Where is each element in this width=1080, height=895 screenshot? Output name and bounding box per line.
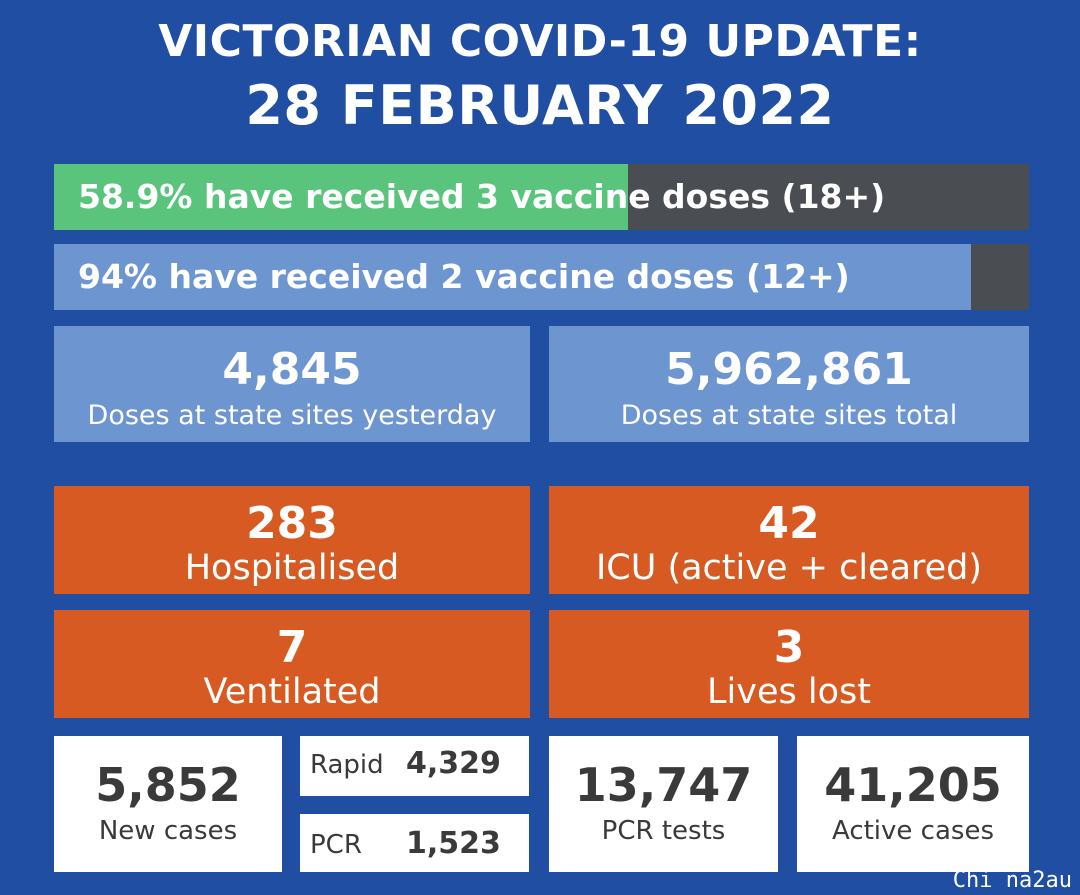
hospitalised-label: Hospitalised [184, 548, 400, 588]
two-dose-progress-bar: 94% have received 2 vaccine doses (12+) [54, 244, 1029, 310]
two-dose-progress-fill [54, 244, 971, 310]
new-cases-label: New cases [98, 816, 238, 846]
rapid-value: 4,329 [406, 746, 501, 781]
doses-total-card: 5,962,861 Doses at state sites total [549, 326, 1029, 442]
pcr-label: PCR [310, 830, 362, 860]
pcr-card: PCR 1,523 [300, 814, 529, 872]
lives-lost-label: Lives lost [707, 672, 871, 712]
doses-total-value: 5,962,861 [665, 344, 913, 395]
icu-label: ICU (active + cleared) [595, 548, 983, 588]
ventilated-label: Ventilated [203, 672, 381, 712]
rapid-label: Rapid [310, 750, 384, 780]
icu-value: 42 [758, 498, 820, 549]
watermark: Chi na2au [952, 868, 1072, 893]
hospitalised-value: 283 [246, 498, 338, 549]
active-cases-value: 41,205 [824, 758, 1002, 812]
title-line-1: VICTORIAN COVID-19 UPDATE: [158, 16, 922, 67]
pcr-tests-card: 13,747 PCR tests [549, 736, 778, 872]
title-date: 28 FEBRUARY 2022 [245, 74, 835, 137]
doses-yesterday-value: 4,845 [222, 344, 362, 395]
doses-yesterday-card: 4,845 Doses at state sites yesterday [54, 326, 530, 442]
ventilated-value: 7 [276, 622, 308, 673]
pcr-tests-label: PCR tests [601, 816, 726, 846]
rapid-card: Rapid 4,329 [300, 736, 529, 796]
active-cases-card: 41,205 Active cases [797, 736, 1029, 872]
pcr-value: 1,523 [406, 826, 501, 861]
doses-yesterday-label: Doses at state sites yesterday [87, 400, 497, 431]
lives-lost-value: 3 [773, 622, 805, 673]
new-cases-value: 5,852 [95, 758, 241, 812]
pcr-tests-value: 13,747 [574, 758, 753, 812]
hospitalised-card: 283 Hospitalised [54, 486, 530, 594]
three-dose-progress-bar: 58.9% have received 3 vaccine doses (18+… [54, 164, 1029, 230]
ventilated-card: 7 Ventilated [54, 610, 530, 718]
three-dose-text: 58.9% have received 3 vaccine doses (18+… [78, 177, 886, 216]
doses-total-label: Doses at state sites total [620, 400, 958, 431]
active-cases-label: Active cases [831, 816, 994, 846]
three-dose-progress-fill [54, 164, 629, 230]
two-dose-text: 94% have received 2 vaccine doses (12+) [78, 257, 850, 296]
lives-lost-card: 3 Lives lost [549, 610, 1029, 718]
icu-card: 42 ICU (active + cleared) [549, 486, 1029, 594]
new-cases-card: 5,852 New cases [54, 736, 282, 872]
